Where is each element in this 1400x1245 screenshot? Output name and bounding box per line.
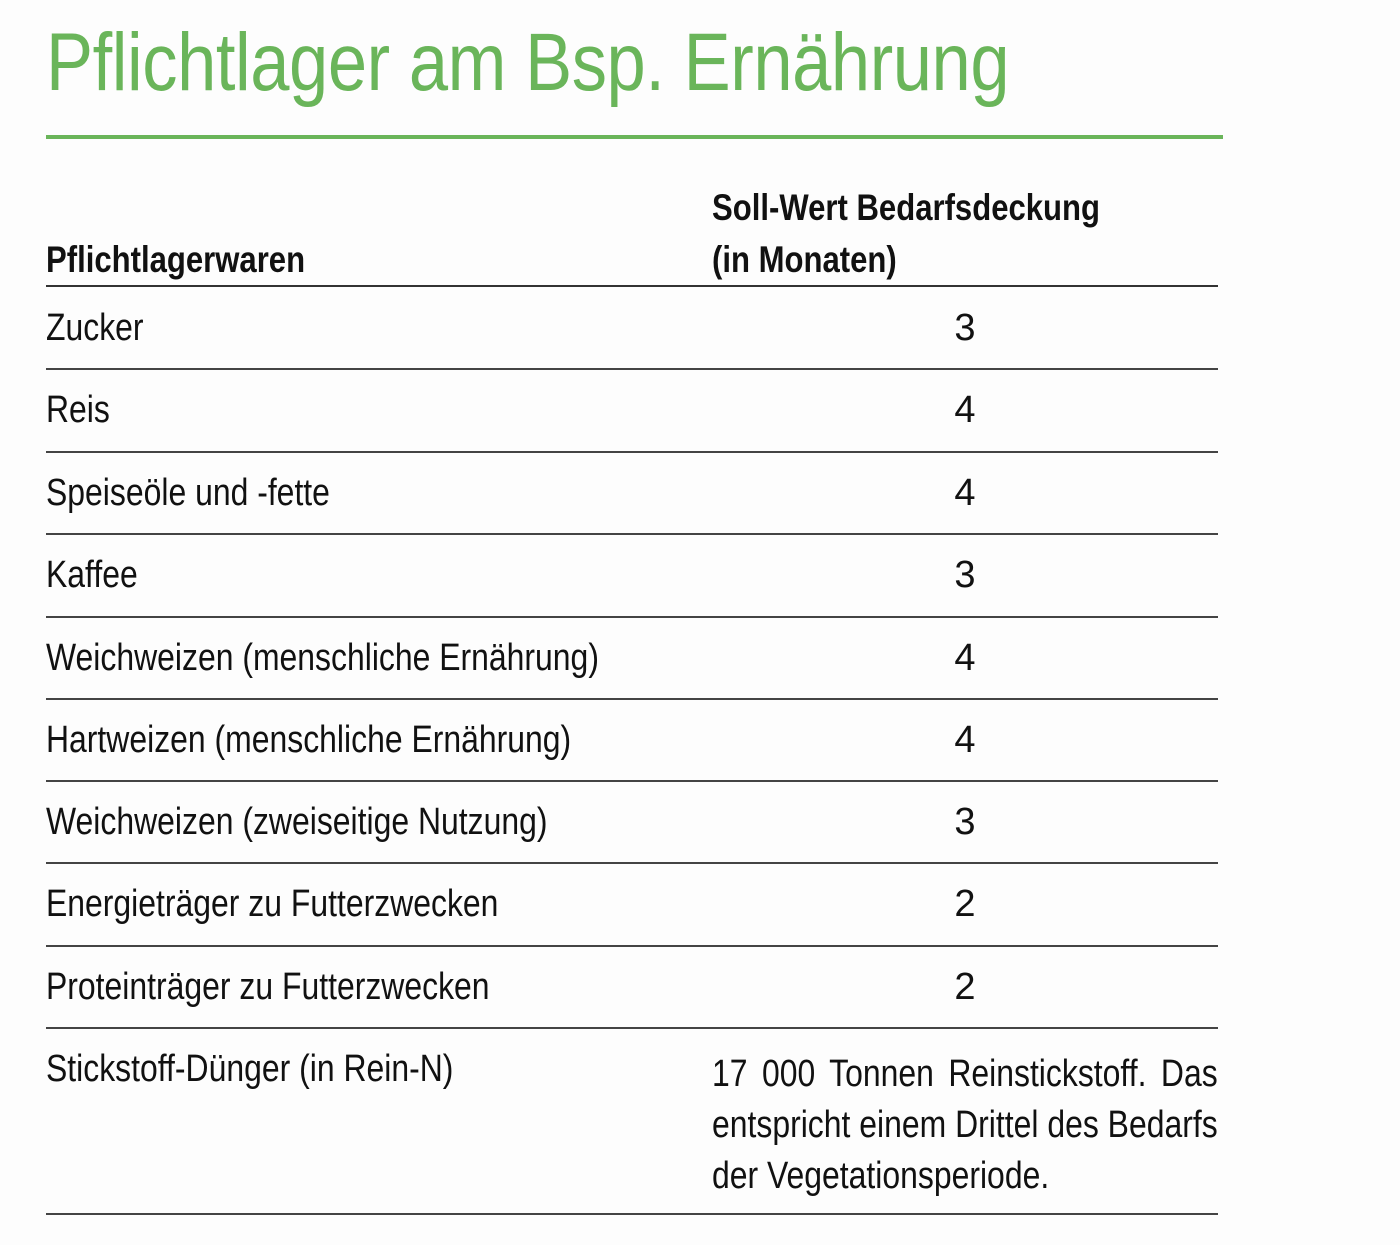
row-divider [46, 533, 1218, 535]
row-divider [46, 862, 1218, 864]
row-item-label: Weichweizen (zweiseitige Nutzung) [46, 801, 548, 843]
row-divider [46, 616, 1218, 618]
row-value: 3 [954, 554, 976, 596]
row-item-cell: Hartweizen (menschliche Ernährung) [46, 718, 671, 762]
row-item-label: Energieträger zu Futterzwecken [46, 883, 499, 925]
row-item-cell: Reis [46, 388, 122, 432]
row-divider [46, 451, 1218, 453]
table-row: Kaffee 3 [46, 533, 1218, 615]
title-divider [46, 135, 1223, 139]
row-value: 2 [954, 883, 976, 925]
table-row: Weichweizen (menschliche Ernährung) 4 [46, 616, 1218, 698]
table-row: Zucker 3 [46, 286, 1218, 368]
table-row: Hartweizen (menschliche Ernährung) 4 [46, 698, 1218, 780]
header-divider [46, 285, 1218, 287]
column-header-value-line1: Soll-Wert Bedarfsdeckung [712, 187, 1101, 228]
row-item-cell: Speiseöle und -fette [46, 471, 384, 515]
row-item-cell: Energieträger zu Futterzwecken [46, 882, 585, 926]
row-item-label: Weichweizen (menschliche Ernährung) [46, 637, 599, 679]
row-item-cell: Weichweizen (zweiseitige Nutzung) [46, 800, 643, 844]
row-value: 3 [954, 307, 976, 349]
column-header-item: Pflichtlagerwaren [46, 234, 354, 286]
row-item-label: Stickstoff-Dünger (in Rein-N) [46, 1048, 454, 1090]
row-item-cell: Proteinträger zu Futterzwecken [46, 965, 574, 1009]
row-value: 3 [954, 801, 976, 843]
row-value: 2 [954, 966, 976, 1008]
row-item-label: Reis [46, 389, 110, 431]
row-divider [46, 1027, 1218, 1029]
table-row: Proteinträger zu Futterzwecken 2 [46, 945, 1218, 1027]
column-header-item-label: Pflichtlagerwaren [46, 239, 306, 280]
row-item-label: Kaffee [46, 554, 138, 596]
row-value: 4 [954, 637, 976, 679]
row-divider [46, 368, 1218, 370]
row-value: 4 [954, 719, 976, 761]
row-item-cell: Kaffee [46, 553, 155, 597]
row-divider [46, 698, 1218, 700]
row-divider [46, 780, 1218, 782]
page-title: Pflichtlager am Bsp. Ernährung [46, 17, 1010, 108]
row-item-label: Proteinträger zu Futterzwecken [46, 966, 490, 1008]
table-row: Weichweizen (zweiseitige Nutzung) 3 [46, 780, 1218, 862]
row-item-label: Speiseöle und -fette [46, 472, 330, 514]
row-value: 4 [954, 472, 976, 514]
column-header-value-line2: (in Monaten) [712, 239, 897, 280]
table-row: Stickstoff-Dünger (in Rein-N) [46, 1027, 1218, 1109]
row-item-cell: Zucker [46, 306, 162, 350]
row-value-note: 17 000 Tonnen Reinstickstoff. Das entspr… [712, 1053, 1218, 1197]
row-item-cell: Weichweizen (menschliche Ernährung) [46, 636, 704, 680]
row-item-label: Hartweizen (menschliche Ernährung) [46, 719, 572, 761]
column-header-value: Soll-Wert Bedarfsdeckung (in Monaten) [712, 182, 1174, 286]
row-divider [46, 945, 1218, 947]
row-item-label: Zucker [46, 307, 144, 349]
row-divider [46, 1213, 1218, 1215]
table-row: Reis 4 [46, 368, 1218, 450]
row-item-cell: Stickstoff-Dünger (in Rein-N) [46, 1047, 531, 1091]
table-row: Energieträger zu Futterzwecken 2 [46, 862, 1218, 944]
row-value: 4 [954, 389, 976, 431]
table-row: Speiseöle und -fette 4 [46, 451, 1218, 533]
